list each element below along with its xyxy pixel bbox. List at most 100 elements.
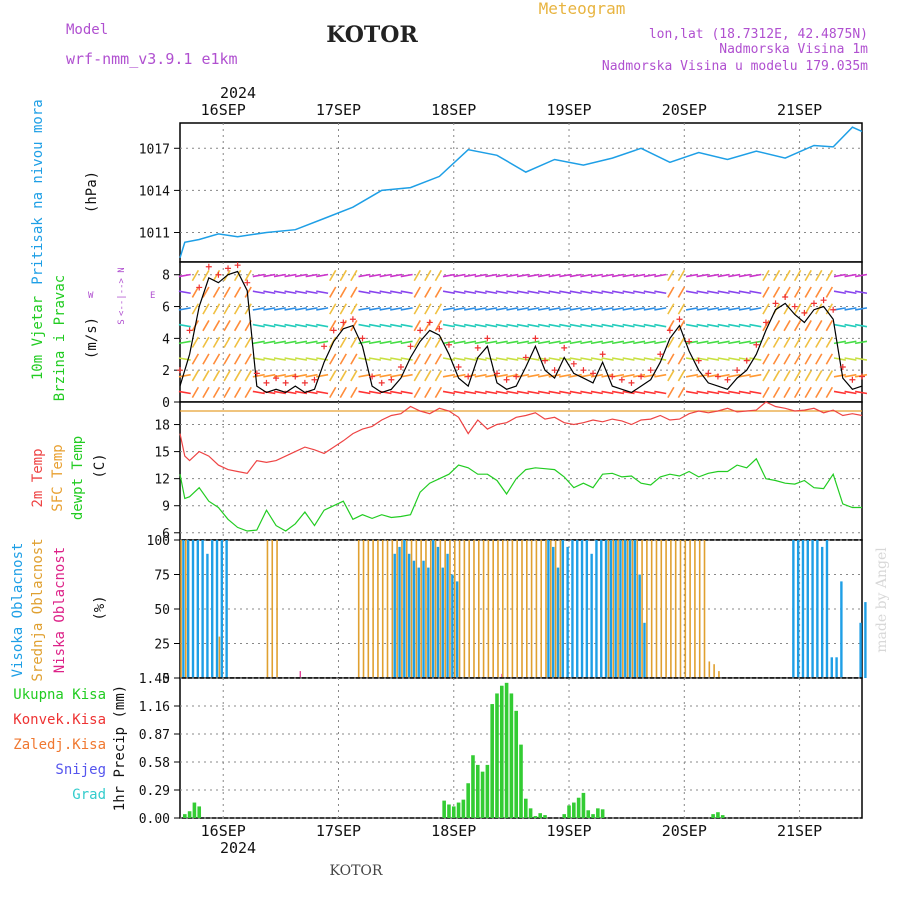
gust-marker bbox=[628, 379, 635, 386]
wind-barb bbox=[738, 307, 751, 311]
gust-marker bbox=[859, 373, 865, 380]
wind-barb bbox=[654, 290, 667, 295]
wind-barb bbox=[717, 323, 730, 328]
cloud-mid-bar bbox=[689, 540, 691, 678]
wind-barb bbox=[202, 386, 210, 399]
wind-barb bbox=[622, 340, 635, 345]
wind-barb bbox=[685, 373, 699, 378]
wind-barb bbox=[815, 269, 823, 282]
gust-marker bbox=[177, 367, 183, 374]
wind-barb bbox=[833, 373, 846, 378]
wind-barb bbox=[804, 320, 812, 332]
y-tick-label: 0.00 bbox=[139, 812, 170, 827]
legend-snijeg: Snijeg bbox=[55, 762, 106, 778]
gust-marker bbox=[426, 319, 433, 326]
cloud-high-bar bbox=[816, 540, 819, 678]
wind-barb bbox=[453, 340, 466, 345]
wind-barb bbox=[804, 370, 812, 382]
cloud-mid-bar bbox=[655, 540, 658, 678]
wind-barb bbox=[696, 290, 709, 295]
wind-barb bbox=[685, 323, 699, 328]
wind-barb bbox=[442, 323, 456, 328]
wind-barb bbox=[696, 323, 709, 328]
cloud-mid-bar bbox=[218, 636, 221, 678]
legend-konvek-kisa: Konvek.Kisa bbox=[13, 712, 106, 728]
wind-barb bbox=[590, 340, 603, 345]
y-tick-label: 1.16 bbox=[139, 700, 170, 715]
day-label-bottom: 20SEP bbox=[662, 822, 707, 840]
wind-barb bbox=[601, 373, 614, 378]
wind-barb bbox=[244, 370, 252, 382]
wind-barb bbox=[191, 386, 200, 399]
wind-barb bbox=[223, 336, 231, 348]
gust-marker bbox=[417, 327, 424, 334]
wind-barb bbox=[707, 290, 720, 295]
wind-barb bbox=[696, 307, 709, 311]
wind-barb bbox=[667, 303, 675, 315]
day-label-bottom: 18SEP bbox=[431, 822, 476, 840]
cloud-mid-bar bbox=[646, 540, 648, 678]
wind-barb bbox=[273, 357, 286, 361]
wind-barb bbox=[654, 323, 667, 328]
dewpt-title: dewpt Temp bbox=[70, 436, 86, 520]
wind-barb bbox=[233, 269, 242, 282]
wind-barb bbox=[252, 323, 265, 328]
wind-barb bbox=[453, 390, 466, 395]
legend-grad: Grad bbox=[72, 787, 106, 803]
wind-barb bbox=[358, 357, 371, 361]
gust-marker bbox=[292, 373, 299, 380]
wind-barb bbox=[294, 290, 308, 295]
wind-barb bbox=[495, 390, 508, 395]
wind-barb bbox=[233, 386, 242, 399]
precip-bar bbox=[456, 802, 461, 818]
cloud-mid-bar bbox=[622, 540, 624, 678]
cloud-mid-bar bbox=[185, 540, 187, 678]
cloud-high-bar bbox=[441, 567, 444, 678]
wind-barb bbox=[749, 357, 762, 361]
cloud-mid-bar bbox=[698, 540, 701, 678]
precip-bar bbox=[461, 799, 466, 818]
gust-marker bbox=[638, 373, 645, 380]
wind-barb bbox=[316, 340, 329, 345]
cloud-mid-bar bbox=[405, 540, 408, 678]
wind-barb bbox=[294, 390, 308, 395]
y-tick-label: 0.58 bbox=[139, 756, 170, 771]
wind-barb bbox=[707, 357, 720, 361]
wind-barb bbox=[453, 373, 466, 378]
wind-barb bbox=[844, 357, 857, 361]
cloud-high-bar bbox=[609, 540, 613, 678]
compass-south: S bbox=[117, 319, 127, 324]
wind-barb bbox=[654, 307, 667, 311]
gust-marker bbox=[666, 327, 673, 334]
gust-marker bbox=[849, 376, 856, 383]
wind-barb bbox=[400, 323, 413, 328]
credit-watermark: made by Angel bbox=[874, 547, 890, 653]
wind-barb bbox=[793, 386, 802, 399]
cloud-high-bar bbox=[643, 622, 646, 678]
precip-bar bbox=[572, 802, 576, 818]
wind-barb bbox=[191, 336, 200, 348]
precip-bar bbox=[711, 814, 715, 818]
wind-barb bbox=[804, 353, 812, 365]
wind-barb bbox=[212, 353, 221, 365]
wind-barb bbox=[233, 336, 242, 348]
gust-marker bbox=[782, 294, 789, 300]
wind-barb bbox=[485, 307, 498, 311]
gust-marker bbox=[186, 327, 193, 334]
footer-station: KOTOR bbox=[330, 863, 383, 879]
cloud-high-bar bbox=[403, 540, 406, 678]
y-tick-label: 1.45 bbox=[139, 672, 170, 687]
day-label-top: 19SEP bbox=[546, 101, 591, 119]
wind-barb bbox=[633, 307, 646, 311]
wind-barb bbox=[316, 373, 329, 378]
precip-bar bbox=[504, 682, 509, 818]
wind-barb bbox=[667, 286, 675, 298]
wind-barb bbox=[474, 357, 487, 361]
wind-barb bbox=[191, 303, 200, 315]
gust-marker bbox=[791, 303, 798, 310]
wind-panel: 0 2 4 6 8 bbox=[162, 261, 868, 411]
cloud-mid-bar bbox=[401, 540, 403, 678]
wind-barb bbox=[749, 273, 762, 278]
cloud-mid-bar bbox=[367, 540, 370, 678]
wind-barb bbox=[212, 370, 221, 382]
